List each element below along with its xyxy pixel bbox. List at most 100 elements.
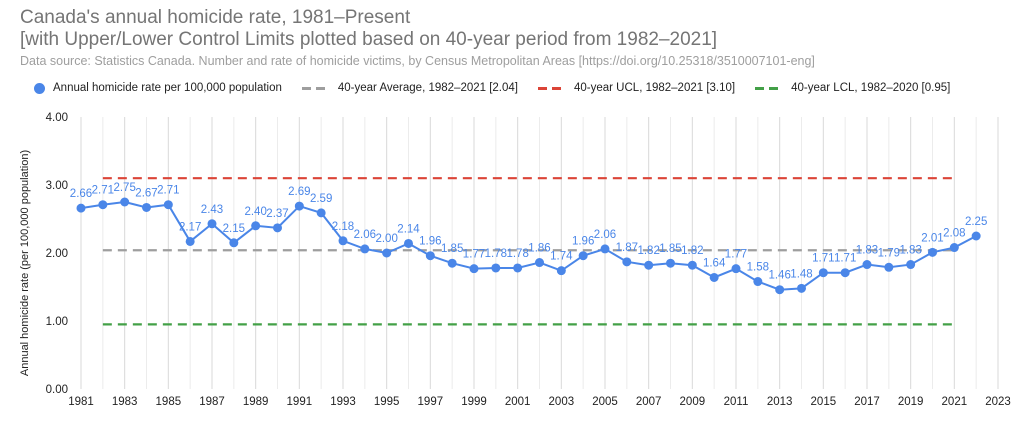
data-label: 1.58	[747, 262, 769, 274]
legend-dash-icon	[538, 86, 566, 90]
data-point	[556, 266, 566, 276]
data-label: 1.71	[834, 253, 856, 265]
chart-subtitle: [with Upper/Lower Control Limits plotted…	[20, 29, 718, 50]
data-label: 2.25	[965, 216, 987, 228]
data-point	[404, 238, 413, 248]
data-point	[687, 260, 697, 270]
x-tick-label: 2011	[724, 396, 749, 408]
data-label: 2.18	[332, 221, 354, 233]
data-point	[447, 258, 457, 268]
legend-item-average[interactable]: 40-year Average, 1982–2021 [2.04]	[301, 82, 518, 94]
x-tick-label: 1995	[374, 396, 400, 408]
data-point	[775, 285, 785, 295]
x-tick-label: 2021	[942, 396, 968, 408]
data-point	[578, 251, 588, 261]
data-label: 1.46	[768, 270, 790, 282]
data-label: 2.17	[179, 221, 201, 233]
data-label: 2.71	[92, 185, 114, 197]
data-label: 2.37	[266, 208, 288, 220]
x-tick-label: 1987	[199, 396, 225, 408]
data-label: 2.14	[397, 223, 420, 235]
data-source-note: Data source: Statistics Canada. Number a…	[20, 54, 815, 68]
data-point	[535, 258, 544, 268]
data-label: 1.96	[572, 236, 594, 248]
data-point	[185, 236, 195, 246]
legend-item-rate[interactable]: Annual homicide rate per 100,000 populat…	[34, 82, 282, 94]
data-label: 1.77	[463, 249, 485, 261]
data-point	[513, 263, 523, 273]
data-point	[622, 257, 632, 267]
data-point	[600, 244, 610, 254]
x-tick-label: 2015	[811, 396, 837, 408]
y-tick-label: 0.00	[46, 384, 68, 396]
data-label: 1.79	[878, 247, 900, 259]
x-tick-label: 1991	[287, 396, 313, 408]
data-label: 2.43	[201, 204, 223, 216]
data-label: 1.85	[441, 243, 463, 255]
data-label: 1.96	[419, 236, 441, 248]
x-tick-label: 1983	[112, 396, 138, 408]
data-point	[229, 238, 239, 248]
data-point	[360, 244, 370, 254]
legend-dash-icon	[301, 86, 330, 90]
data-point	[76, 203, 86, 213]
legend-item-ucl[interactable]: 40-year UCL, 1982–2021 [3.10]	[538, 82, 735, 94]
reference-lines	[102, 177, 955, 326]
x-tick-label: 2017	[854, 396, 880, 408]
data-label: 1.85	[659, 243, 681, 255]
data-label: 2.71	[157, 185, 179, 197]
rate-series	[76, 197, 981, 295]
x-tick-label: 2013	[767, 396, 793, 408]
data-label: 1.48	[790, 268, 812, 280]
data-point	[316, 208, 326, 218]
legend-label-rate: Annual homicide rate per 100,000 populat…	[53, 82, 282, 94]
data-point	[840, 268, 850, 278]
data-label: 2.01	[921, 232, 943, 244]
y-tick-label: 3.00	[46, 180, 68, 192]
data-point	[382, 248, 392, 258]
x-tick-label: 2023	[985, 396, 1011, 408]
data-label: 1.82	[681, 245, 703, 257]
y-tick-label: 4.00	[46, 112, 68, 124]
x-tick-label: 2005	[592, 396, 618, 408]
data-label: 1.74	[550, 251, 573, 263]
data-point	[731, 264, 741, 274]
data-label: 2.40	[244, 206, 266, 218]
chart-title: Canada's annual homicide rate, 1981–Pres…	[20, 7, 411, 28]
x-tick-label: 1981	[68, 396, 94, 408]
data-label: 2.69	[288, 186, 310, 198]
data-point	[491, 263, 501, 273]
data-label: 2.67	[135, 187, 157, 199]
data-label: 1.71	[812, 253, 834, 265]
x-tick-label: 2001	[505, 396, 531, 408]
x-tick-label: 1993	[330, 396, 356, 408]
x-tick-label: 2007	[636, 396, 662, 408]
data-point	[207, 219, 217, 229]
data-point	[906, 260, 916, 270]
data-label: 2.06	[594, 229, 616, 241]
x-tick-label: 1999	[461, 396, 487, 408]
x-tick-label: 2019	[898, 396, 924, 408]
data-label: 2.75	[113, 182, 135, 194]
x-tick-label: 1989	[243, 396, 269, 408]
legend-label-lcl: 40-year LCL, 1982–2020 [0.95]	[791, 82, 951, 94]
legend-item-lcl[interactable]: 40-year LCL, 1982–2020 [0.95]	[755, 82, 950, 94]
data-point	[120, 197, 130, 207]
data-label: 1.82	[637, 245, 659, 257]
data-point	[251, 221, 261, 231]
x-tick-label: 2003	[549, 396, 575, 408]
data-label: 2.15	[223, 223, 245, 235]
data-label: 1.83	[856, 245, 878, 257]
y-tick-label: 1.00	[46, 316, 68, 328]
data-point	[469, 264, 479, 274]
data-point	[949, 243, 959, 253]
data-label: 2.66	[70, 188, 92, 200]
data-label: 1.83	[899, 245, 921, 257]
data-point	[884, 262, 894, 272]
y-axis-ticks: 0.00 1.00 2.00 3.00 4.00	[46, 112, 68, 396]
data-label: 1.78	[506, 248, 528, 260]
gridlines	[80, 117, 999, 389]
data-point	[928, 247, 937, 257]
data-label: 1.64	[703, 257, 726, 269]
